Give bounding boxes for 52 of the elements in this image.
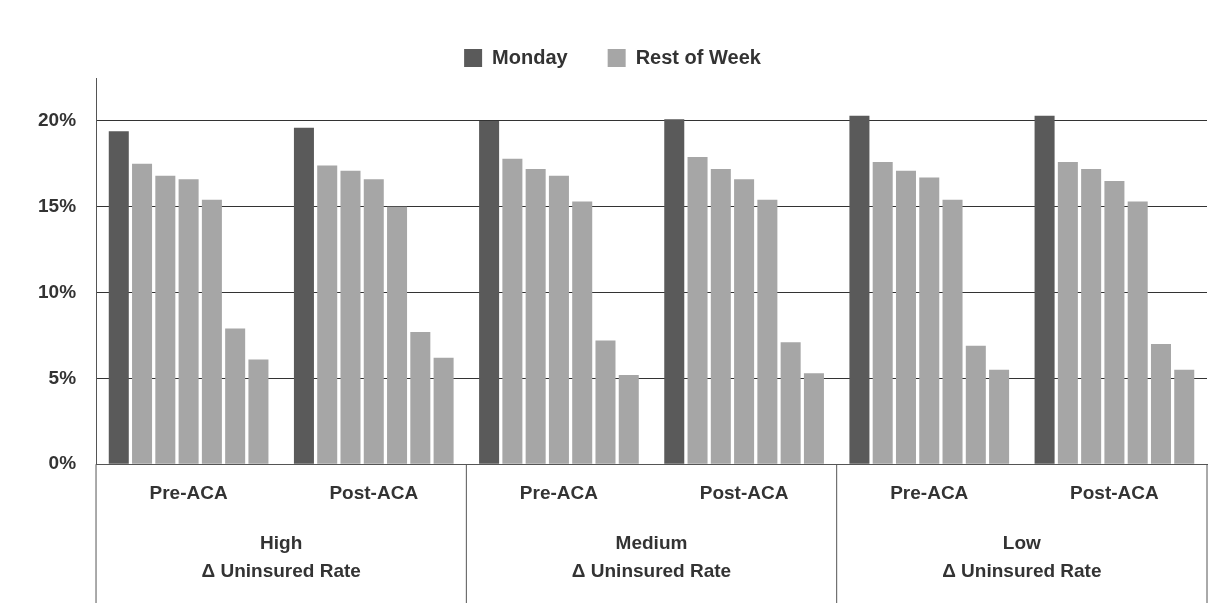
- text: Medium Δ Uninsured Rate: [571, 532, 732, 582]
- bar: [387, 206, 408, 464]
- bar: [525, 168, 546, 464]
- bar: [1057, 162, 1078, 464]
- bar: [132, 163, 153, 464]
- bar: [595, 340, 616, 464]
- bar: [363, 179, 384, 464]
- bar: [734, 179, 755, 464]
- bar: [317, 165, 338, 464]
- y-tick-label: 15%: [38, 194, 77, 216]
- legend-label: Rest of Week: [635, 45, 762, 68]
- bar: [895, 170, 916, 464]
- bar: [502, 158, 523, 464]
- bar: [201, 199, 222, 464]
- bar: [872, 162, 893, 464]
- bar: [548, 175, 569, 464]
- x-tick-label: Post-ACA: [699, 481, 789, 503]
- x-tick-label: Post-ACA: [1070, 481, 1160, 503]
- x-tick-label: Pre-ACA: [149, 481, 228, 503]
- legend-label: Monday: [492, 45, 569, 68]
- bar: [803, 373, 824, 464]
- bar: [248, 359, 269, 464]
- bar: [919, 177, 940, 464]
- bar: [225, 328, 246, 464]
- bar: [780, 342, 801, 464]
- bar: [710, 168, 731, 464]
- bar: [618, 374, 639, 464]
- bar: [155, 175, 176, 464]
- bar: [989, 369, 1010, 464]
- bar: [572, 201, 593, 464]
- bar: [433, 357, 454, 464]
- text: High Δ Uninsured Rate: [201, 532, 361, 582]
- y-tick-label: 20%: [38, 109, 77, 131]
- y-tick-label: 0%: [48, 452, 77, 474]
- bar: [1104, 180, 1125, 464]
- bar: [942, 199, 963, 464]
- bar: [178, 179, 199, 464]
- bar: [1174, 369, 1195, 464]
- text: Low Δ Uninsured Rate: [942, 532, 1102, 582]
- y-tick-label: 10%: [38, 280, 77, 302]
- x-tick-label: Post-ACA: [329, 481, 419, 503]
- bar: [340, 170, 361, 464]
- y-tick-label: 5%: [48, 366, 77, 388]
- x-tick-label: Pre-ACA: [519, 481, 599, 503]
- bar: [687, 156, 708, 464]
- bar: [757, 199, 778, 464]
- bar: [965, 345, 986, 464]
- x-tick-label: Pre-ACA: [890, 481, 969, 503]
- bar: [1150, 344, 1171, 464]
- bar: [1127, 201, 1148, 464]
- bar: [410, 332, 431, 464]
- bar: [1081, 168, 1102, 464]
